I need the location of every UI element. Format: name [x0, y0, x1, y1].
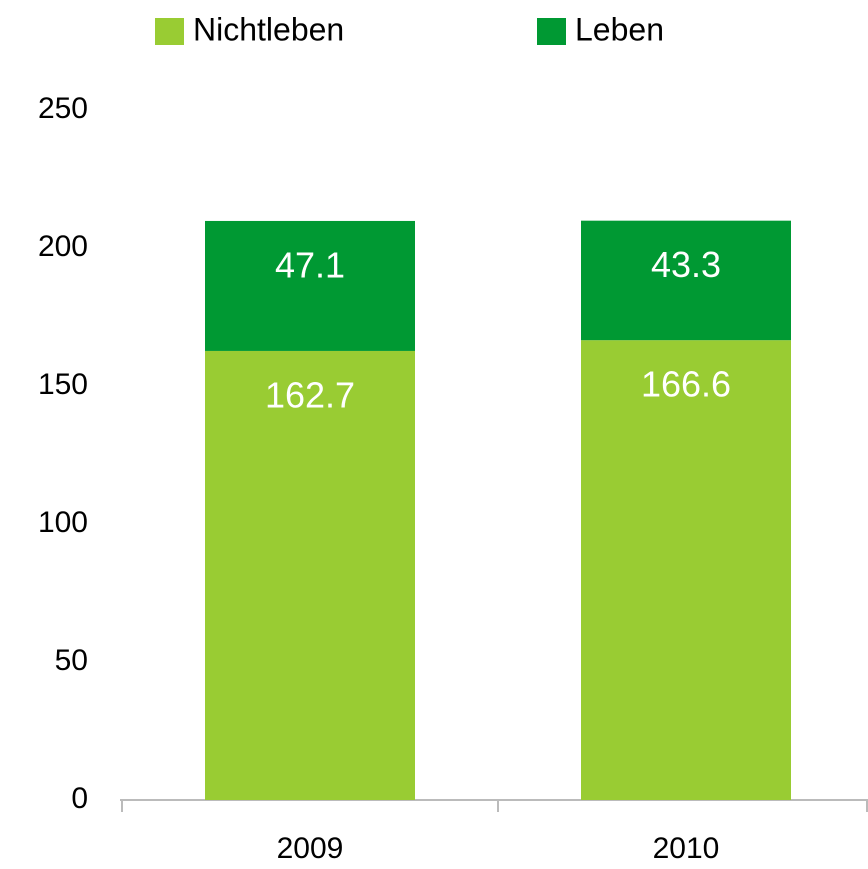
y-tick-label: 0: [71, 782, 88, 815]
bar-segment: [581, 220, 791, 341]
y-tick-label: 150: [38, 368, 88, 401]
legend-label: Leben: [575, 11, 664, 47]
data-label: 47.1: [275, 244, 345, 285]
bar-segment: [581, 340, 791, 800]
legend-swatch: [537, 18, 566, 45]
bar-segment: [205, 350, 415, 800]
x-tick-label: 2010: [653, 832, 720, 865]
y-tick-label: 200: [38, 230, 88, 263]
legend-swatch: [155, 18, 184, 45]
y-tick-label: 100: [38, 506, 88, 539]
y-tick-label: 250: [38, 92, 88, 125]
data-label: 162.7: [265, 374, 355, 415]
data-label: 166.6: [641, 364, 731, 405]
x-tick-label: 2009: [277, 832, 344, 865]
y-tick-label: 50: [55, 644, 88, 677]
bar-segment: [205, 220, 415, 351]
data-label: 43.3: [651, 244, 721, 285]
legend-label: Nichtleben: [193, 11, 344, 47]
